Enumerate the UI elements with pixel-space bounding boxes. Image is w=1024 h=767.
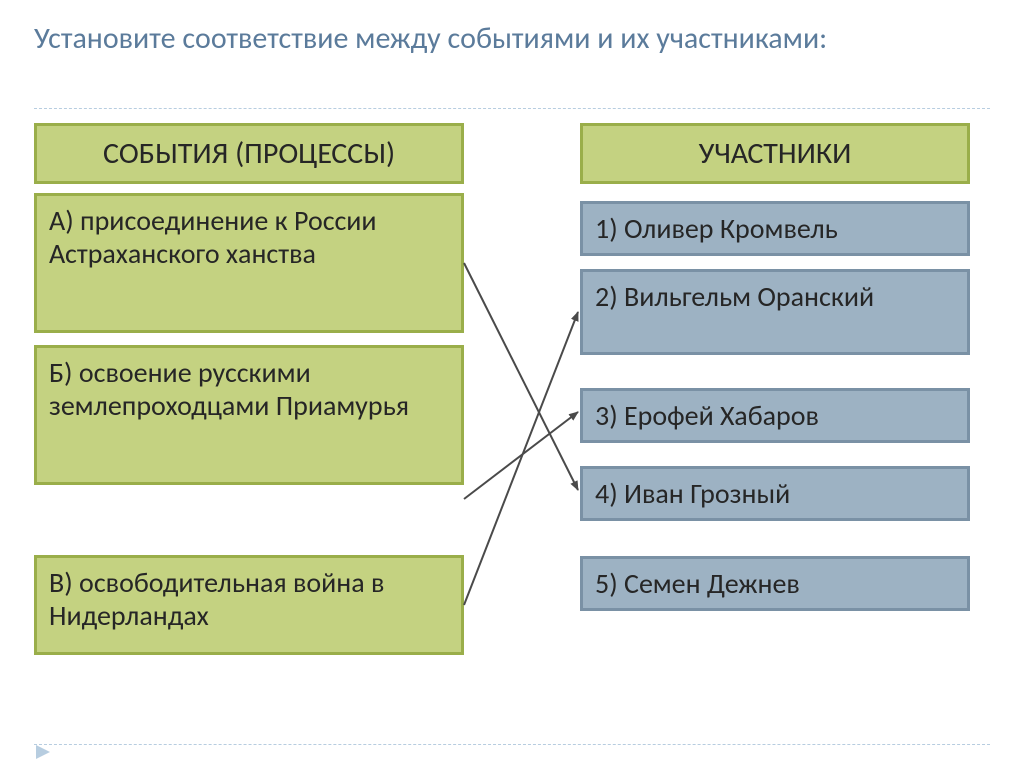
participant-box-3: 3) Ерофей Хабаров [580, 388, 970, 443]
slide-title: Установите соответствие между событиями … [34, 20, 934, 58]
footer-play-icon [34, 743, 54, 761]
title-divider [34, 108, 990, 109]
event-box-c: В) освободительная война в Нидерландах [34, 555, 464, 655]
participant-box-5: 5) Семен Дежнев [580, 556, 970, 611]
footer-divider [34, 744, 990, 745]
participant-box-1: 1) Оливер Кромвель [580, 201, 970, 256]
participant-box-4: 4) Иван Грозный [580, 466, 970, 521]
left-column-header: СОБЫТИЯ (ПРОЦЕССЫ) [34, 123, 464, 184]
participant-box-2: 2) Вильгельм Оранский [580, 269, 970, 355]
right-column-header: УЧАСТНИКИ [580, 123, 970, 184]
event-box-b: Б) освоение русскими землепроходцами При… [34, 345, 464, 485]
event-box-a: А) присоединение к России Астраханского … [34, 193, 464, 333]
